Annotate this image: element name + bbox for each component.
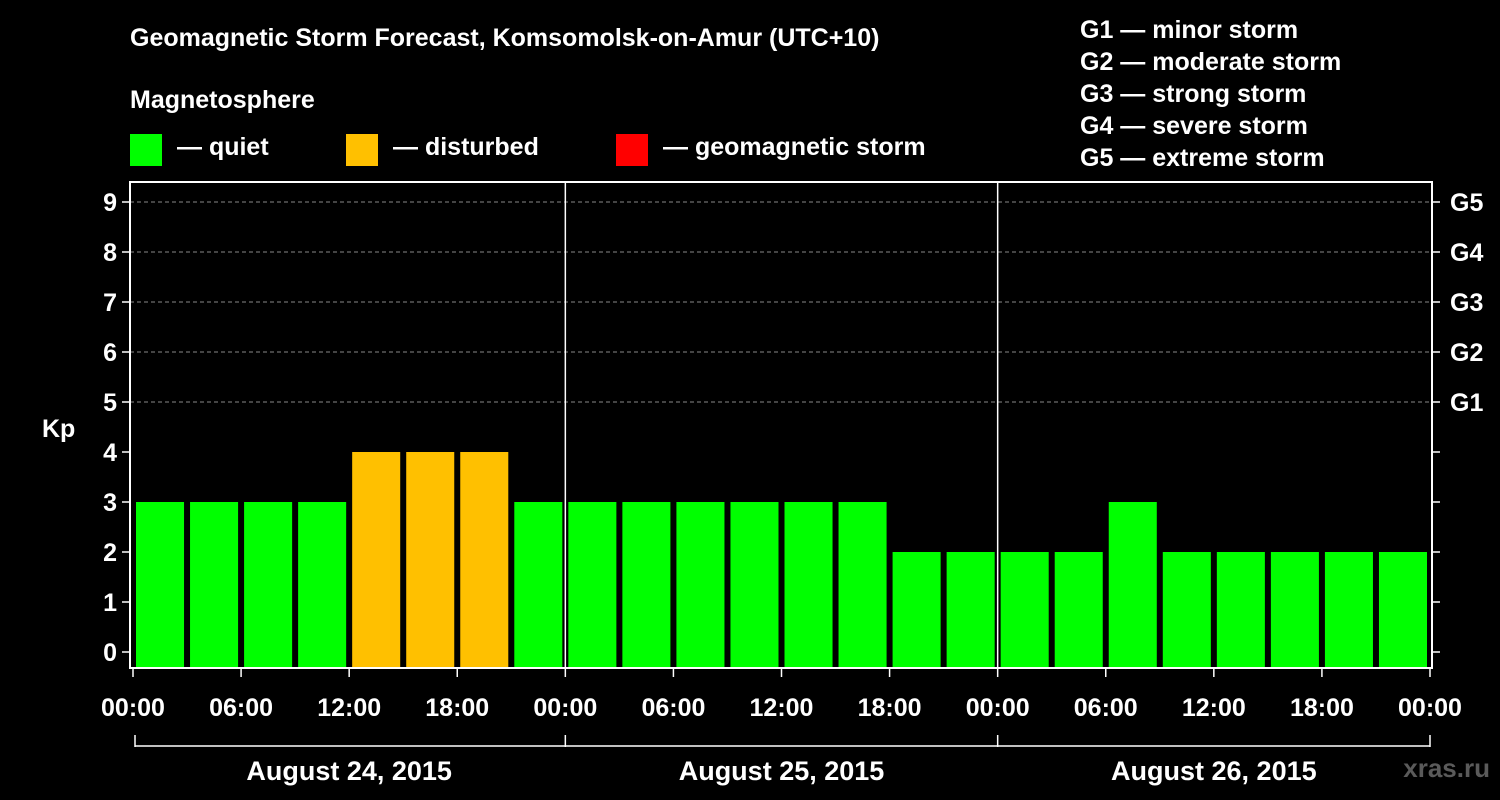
x-tick-label: 12:00 — [750, 694, 814, 722]
kp-bar — [622, 502, 671, 668]
kp-bar — [1216, 552, 1265, 668]
y-tick-label: 7 — [103, 289, 117, 317]
y-tick-label: 1 — [103, 589, 117, 617]
kp-bar — [676, 502, 725, 668]
g-level-label: G1 — [1450, 389, 1483, 417]
g-scale-list: G1 — minor storm G2 — moderate storm G3 … — [1080, 14, 1341, 174]
chart-title: Geomagnetic Storm Forecast, Komsomolsk-o… — [130, 24, 880, 52]
day-label: August 25, 2015 — [679, 756, 885, 786]
y-axis-label: Kp — [42, 415, 75, 443]
y-tick-label: 4 — [103, 439, 117, 467]
g-scale-item: G1 — minor storm — [1080, 16, 1299, 44]
kp-bar — [406, 452, 455, 668]
kp-bar — [1000, 552, 1049, 668]
g-level-label: G2 — [1450, 339, 1483, 367]
magnetosphere-heading: Magnetosphere — [130, 86, 315, 114]
x-tick-label: 06:00 — [209, 694, 273, 722]
kp-bar — [1378, 552, 1427, 668]
kp-bar — [730, 502, 779, 668]
x-tick-label: 06:00 — [641, 694, 705, 722]
x-tick-label: 12:00 — [1182, 694, 1246, 722]
g-scale-item: G3 — strong storm — [1080, 80, 1307, 108]
legend-swatch-quiet — [130, 134, 162, 166]
g-scale-item: G2 — moderate storm — [1080, 48, 1342, 76]
day-label: August 24, 2015 — [246, 756, 452, 786]
x-tick-label: 00:00 — [966, 694, 1030, 722]
kp-bar — [784, 502, 833, 668]
kp-bar — [136, 502, 185, 668]
g-scale-item: G5 — extreme storm — [1080, 144, 1325, 172]
watermark: xras.ru — [1403, 753, 1490, 783]
kp-bar — [190, 502, 239, 668]
legend-swatch-disturbed — [346, 134, 378, 166]
g-level-label: G5 — [1450, 189, 1483, 217]
kp-bar — [1108, 502, 1157, 668]
kp-bar — [838, 502, 887, 668]
x-tick-label: 06:00 — [1074, 694, 1138, 722]
x-tick-label: 18:00 — [1290, 694, 1354, 722]
y-tick-label: 5 — [103, 389, 117, 417]
x-tick-label: 00:00 — [101, 694, 165, 722]
kp-bar — [298, 502, 347, 668]
y-tick-label: 0 — [103, 639, 117, 667]
kp-bar — [1324, 552, 1373, 668]
y-tick-label: 2 — [103, 539, 117, 567]
kp-bar — [460, 452, 509, 668]
kp-bar — [568, 502, 617, 668]
legend-swatch-storm — [616, 134, 648, 166]
x-tick-label: 00:00 — [533, 694, 597, 722]
kp-bar — [1270, 552, 1319, 668]
y-tick-label: 6 — [103, 339, 117, 367]
legend-label-disturbed: — disturbed — [393, 133, 539, 161]
y-tick-label: 3 — [103, 489, 117, 517]
g-scale-item: G4 — severe storm — [1080, 112, 1308, 140]
kp-bar — [514, 502, 563, 668]
x-tick-label: 18:00 — [858, 694, 922, 722]
kp-bar — [1162, 552, 1211, 668]
legend-label-quiet: — quiet — [177, 133, 269, 161]
kp-bar — [352, 452, 401, 668]
kp-bar — [244, 502, 293, 668]
kp-bar — [1054, 552, 1103, 668]
kp-bar — [946, 552, 995, 668]
y-tick-label: 8 — [103, 239, 117, 267]
g-level-label: G4 — [1450, 239, 1483, 267]
g-level-label: G3 — [1450, 289, 1483, 317]
x-tick-label: 18:00 — [425, 694, 489, 722]
x-tick-label: 12:00 — [317, 694, 381, 722]
kp-bar — [892, 552, 941, 668]
day-label: August 26, 2015 — [1111, 756, 1317, 786]
x-tick-label: 00:00 — [1398, 694, 1462, 722]
y-tick-label: 9 — [103, 189, 117, 217]
legend-label-storm: — geomagnetic storm — [663, 133, 926, 161]
